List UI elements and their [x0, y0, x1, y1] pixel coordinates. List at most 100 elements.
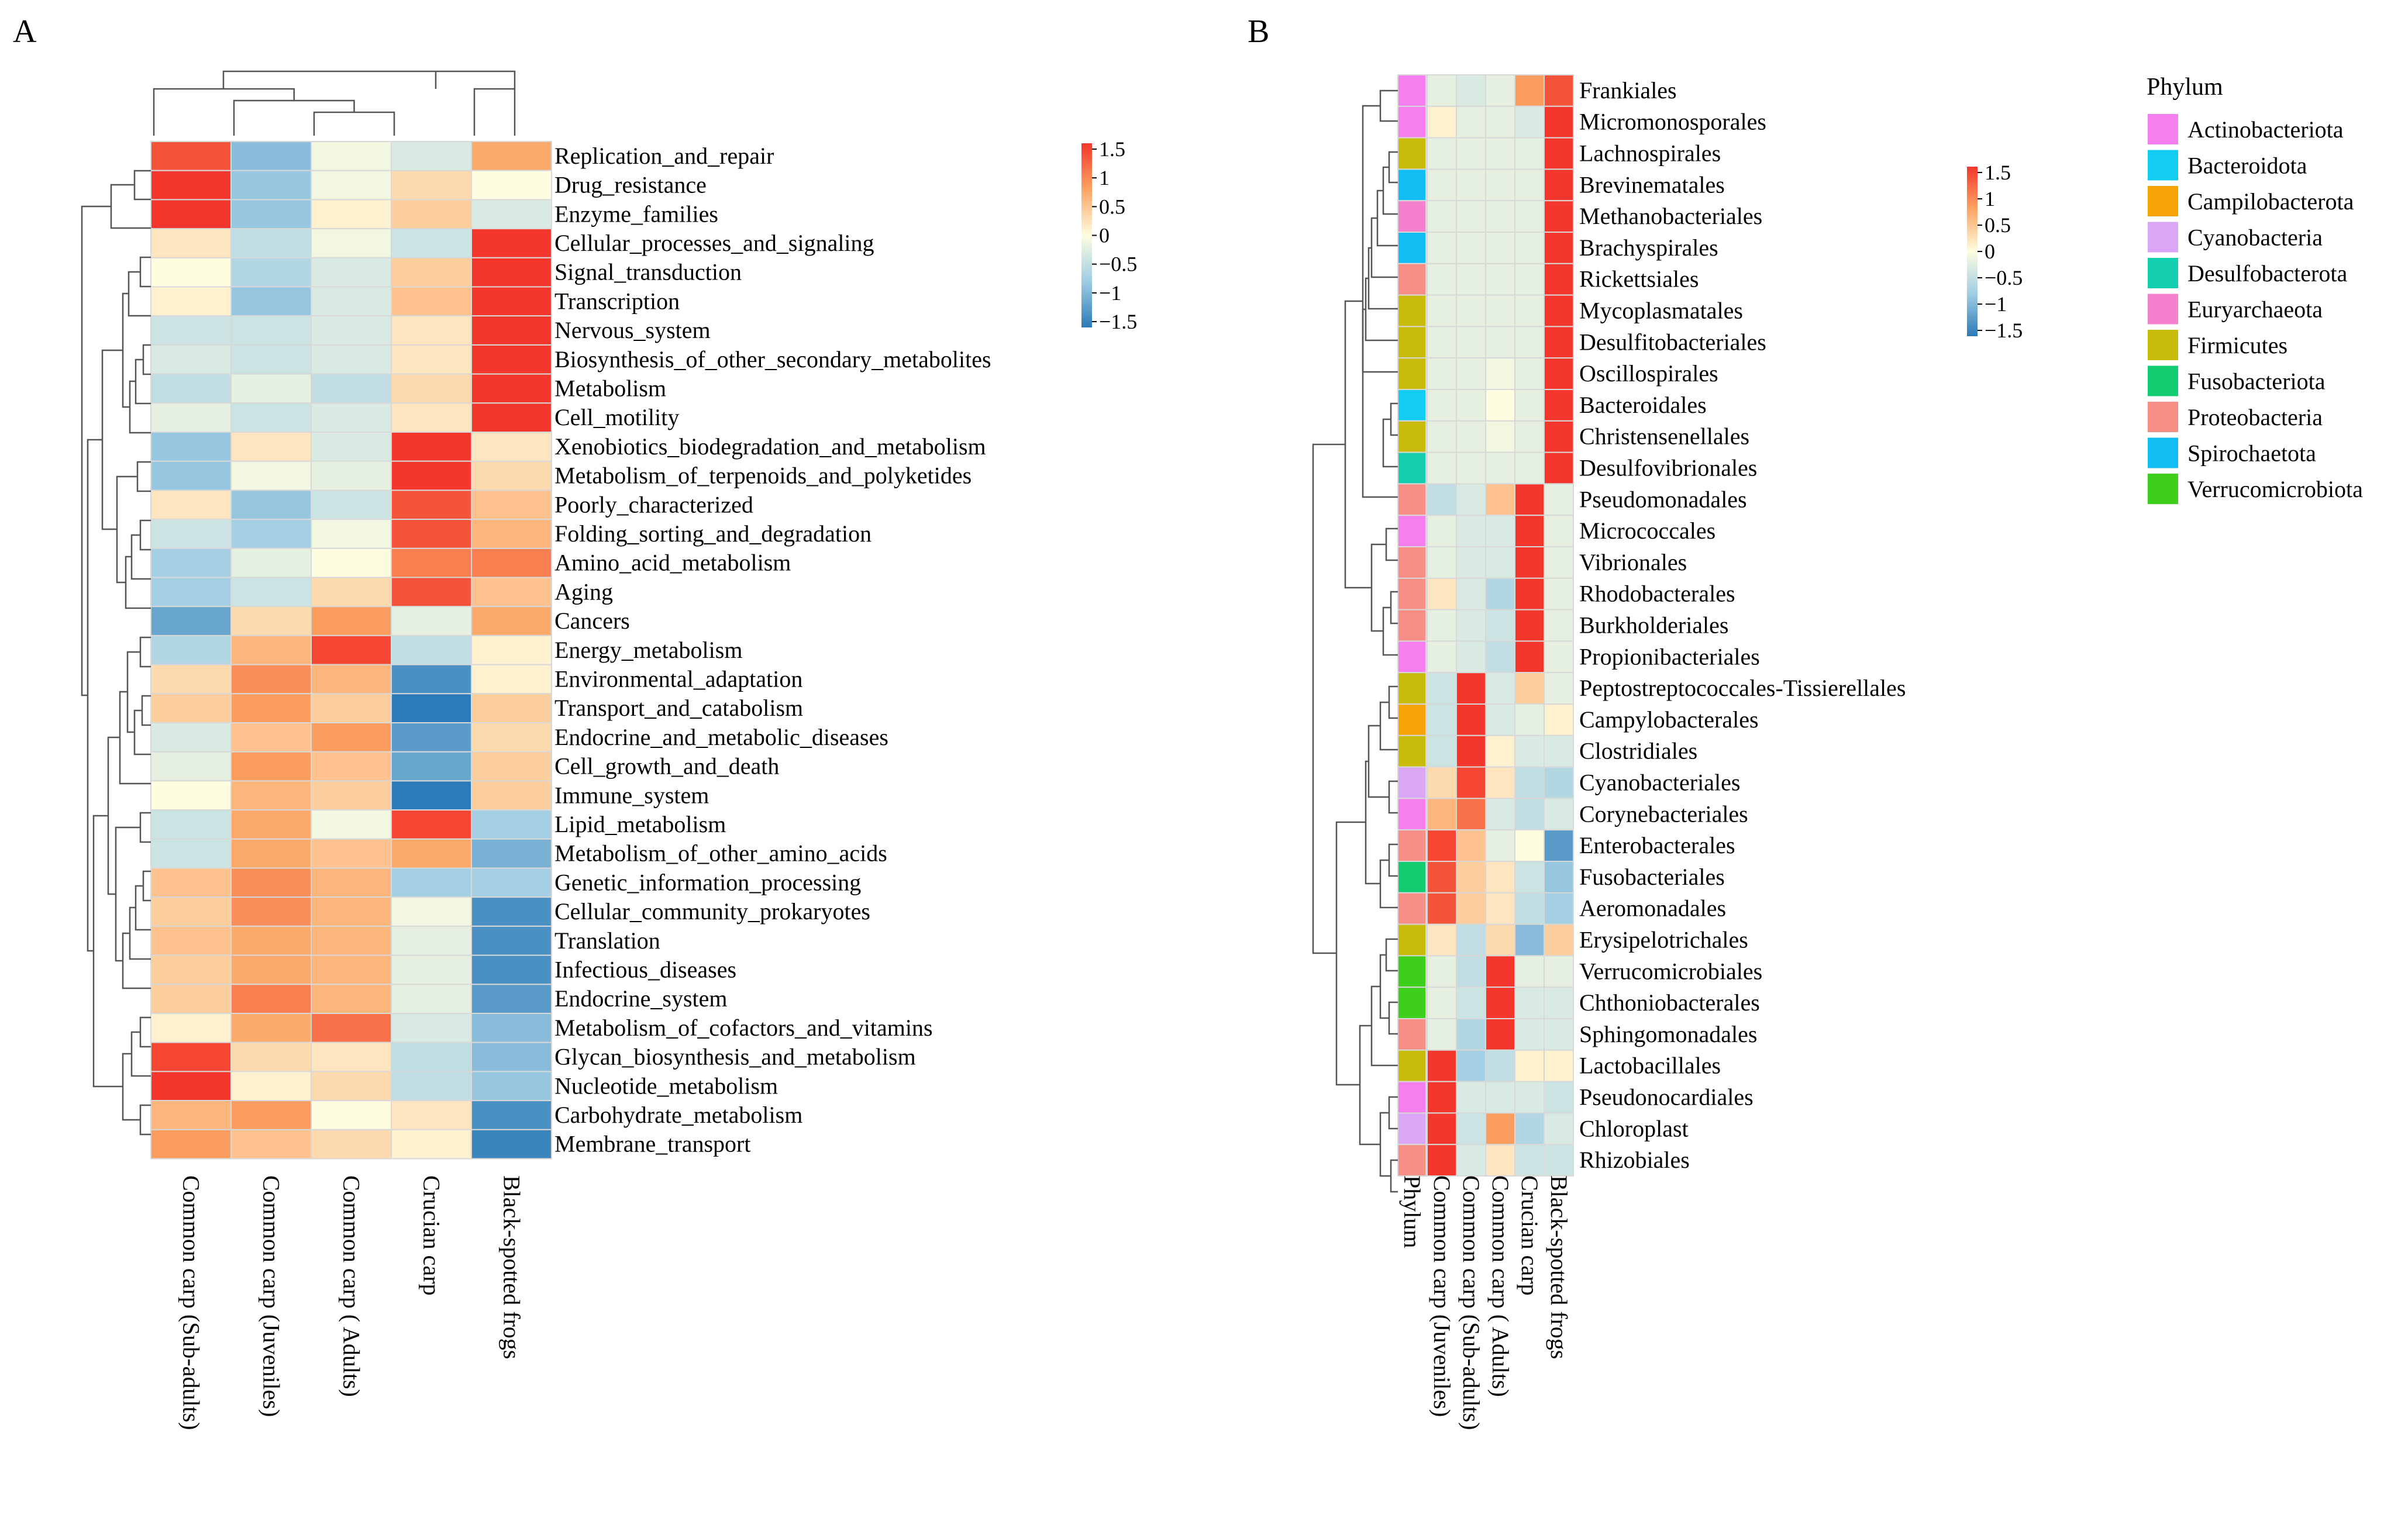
legend-swatch: [2148, 330, 2178, 360]
heatmap-a-cell: [311, 315, 392, 346]
heatmap-a-cell: [150, 1041, 232, 1072]
heatmap-b-cell: [1514, 326, 1545, 359]
heatmap-b-cell: [1456, 1018, 1486, 1051]
heatmap-a-cell: [150, 606, 232, 636]
heatmap-a-row-label: Carbohydrate_metabolism: [554, 1102, 802, 1128]
heatmap-b-cell: [1427, 829, 1457, 862]
color-scale-tick-label: 0.5: [1099, 195, 1125, 218]
heatmap-a-cell: [150, 519, 232, 549]
heatmap-a-cell: [230, 402, 312, 433]
heatmap-b-cell: [1544, 74, 1574, 107]
heatmap-b-row-label: Lactobacillales: [1579, 1053, 1721, 1079]
phylum-annotation-cell: [1397, 986, 1427, 1019]
heatmap-a-cell: [230, 577, 312, 608]
heatmap-b-row-label: Rhizobiales: [1579, 1147, 1690, 1173]
heatmap-b-cell: [1544, 798, 1574, 831]
heatmap-a-cell: [150, 141, 232, 171]
heatmap-b-cell: [1485, 546, 1515, 579]
heatmap-a-cell: [150, 954, 232, 985]
phylum-legend: Phylum Actinobacteriota Bacteroidota Campi…: [2147, 74, 2363, 504]
heatmap-a-cell: [471, 199, 552, 230]
phylum-annotation-cell: [1397, 577, 1427, 610]
heatmap-a-cell: [311, 402, 392, 433]
phylum-annotation-cell: [1397, 1081, 1427, 1114]
heatmap-a-cell: [311, 199, 392, 230]
heatmap-b-cell: [1427, 451, 1457, 485]
heatmap-b-cell: [1485, 420, 1515, 453]
heatmap-b-cell: [1485, 451, 1515, 485]
legend-label: Cyanobacteria: [2187, 225, 2323, 251]
heatmap-b-cell: [1544, 105, 1574, 139]
heatmap-a-cell: [391, 286, 472, 317]
heatmap-b-cell: [1427, 546, 1457, 579]
heatmap-a-cell: [230, 1100, 312, 1130]
heatmap-a-cell: [311, 809, 392, 840]
heatmap-a-cell: [230, 141, 312, 171]
heatmap-a-row-label: Nervous_system: [554, 317, 711, 343]
heatmap-a-cell: [391, 780, 472, 811]
heatmap-a-cell: [471, 809, 552, 840]
heatmap-a-cell: [391, 693, 472, 724]
heatmap-b-cell: [1514, 451, 1545, 485]
heatmap-b-cell: [1514, 734, 1545, 768]
heatmap-b-cell: [1544, 546, 1574, 579]
heatmap-b-cell: [1427, 515, 1457, 548]
heatmap-b-row-label: Chloroplast: [1579, 1115, 1689, 1141]
heatmap-b-row-label: Brachyspirales: [1579, 234, 1718, 261]
heatmap-b-cell: [1544, 389, 1574, 422]
phylum-annotation-cell: [1397, 168, 1427, 202]
dendrogram-a-columns: [153, 70, 516, 136]
heatmap-b-cell: [1485, 703, 1515, 736]
heatmap-a-cell: [150, 722, 232, 753]
heatmap-b-cell: [1485, 389, 1515, 422]
dendrogram-b-rows: [1312, 89, 1398, 1193]
heatmap-a-row-label: Metabolism: [554, 375, 666, 401]
heatmap-a-cell: [311, 141, 392, 171]
heatmap-a-cell: [391, 1013, 472, 1043]
heatmap-a-cell: [150, 867, 232, 898]
heatmap-b-cell: [1427, 766, 1457, 799]
phylum-annotation-cell: [1397, 451, 1427, 485]
heatmap-a-cell: [150, 1071, 232, 1102]
heatmap-a-cell: [471, 925, 552, 956]
heatmap-a-column-label: Black-spotted frogs: [499, 1175, 525, 1359]
heatmap-b-cell: [1456, 1049, 1486, 1082]
color-scale-tick-label: 0: [1985, 240, 1995, 263]
heatmap-a-row-label: Signal_transduction: [554, 259, 742, 285]
heatmap-a-cell: [311, 170, 392, 201]
heatmap-b-column-label: Crucian carp: [1517, 1175, 1543, 1295]
heatmap-b-cell: [1514, 766, 1545, 799]
heatmap-a-row-label: Amino_acid_metabolism: [554, 550, 791, 576]
heatmap-b-cell: [1544, 263, 1574, 296]
phylum-annotation-cell: [1397, 389, 1427, 422]
phylum-annotation-cell: [1397, 546, 1427, 579]
legend-swatch: [2148, 150, 2178, 181]
heatmap-b-cell: [1514, 74, 1545, 107]
heatmap-a-cell: [230, 373, 312, 404]
heatmap-b-cell: [1544, 420, 1574, 453]
heatmap-a-cell: [471, 693, 552, 724]
heatmap-b-cell: [1514, 577, 1545, 610]
legend-swatch: [2148, 222, 2178, 253]
phylum-annotation-cell: [1397, 892, 1427, 925]
heatmap-b-row-label: Rickettsiales: [1579, 266, 1699, 292]
heatmap-a-cell: [391, 1100, 472, 1130]
heatmap-a-cell: [471, 606, 552, 636]
heatmap-b-row-label: Sphingomonadales: [1579, 1021, 1757, 1047]
heatmap-a-row-label: Lipid_metabolism: [554, 811, 726, 837]
heatmap-a-cell: [391, 751, 472, 782]
panel-label-b: B: [1248, 13, 1269, 50]
heatmap-a-cell: [471, 1071, 552, 1102]
heatmap-b-cell: [1485, 672, 1515, 705]
heatmap-b-cell: [1544, 168, 1574, 202]
heatmap-b-cell: [1427, 672, 1457, 705]
heatmap-a-cell: [471, 315, 552, 346]
color-scale-tick-label: 0: [1099, 224, 1110, 247]
heatmap-b-cell: [1485, 200, 1515, 233]
heatmap-b-cell: [1514, 923, 1545, 957]
heatmap-a-cell: [230, 984, 312, 1015]
heatmap-b-cell: [1485, 357, 1515, 391]
heatmap-b-row-label: Desulfitobacteriales: [1579, 329, 1766, 355]
heatmap-b-cell: [1427, 1112, 1457, 1146]
heatmap-a-cell: [311, 1100, 392, 1130]
